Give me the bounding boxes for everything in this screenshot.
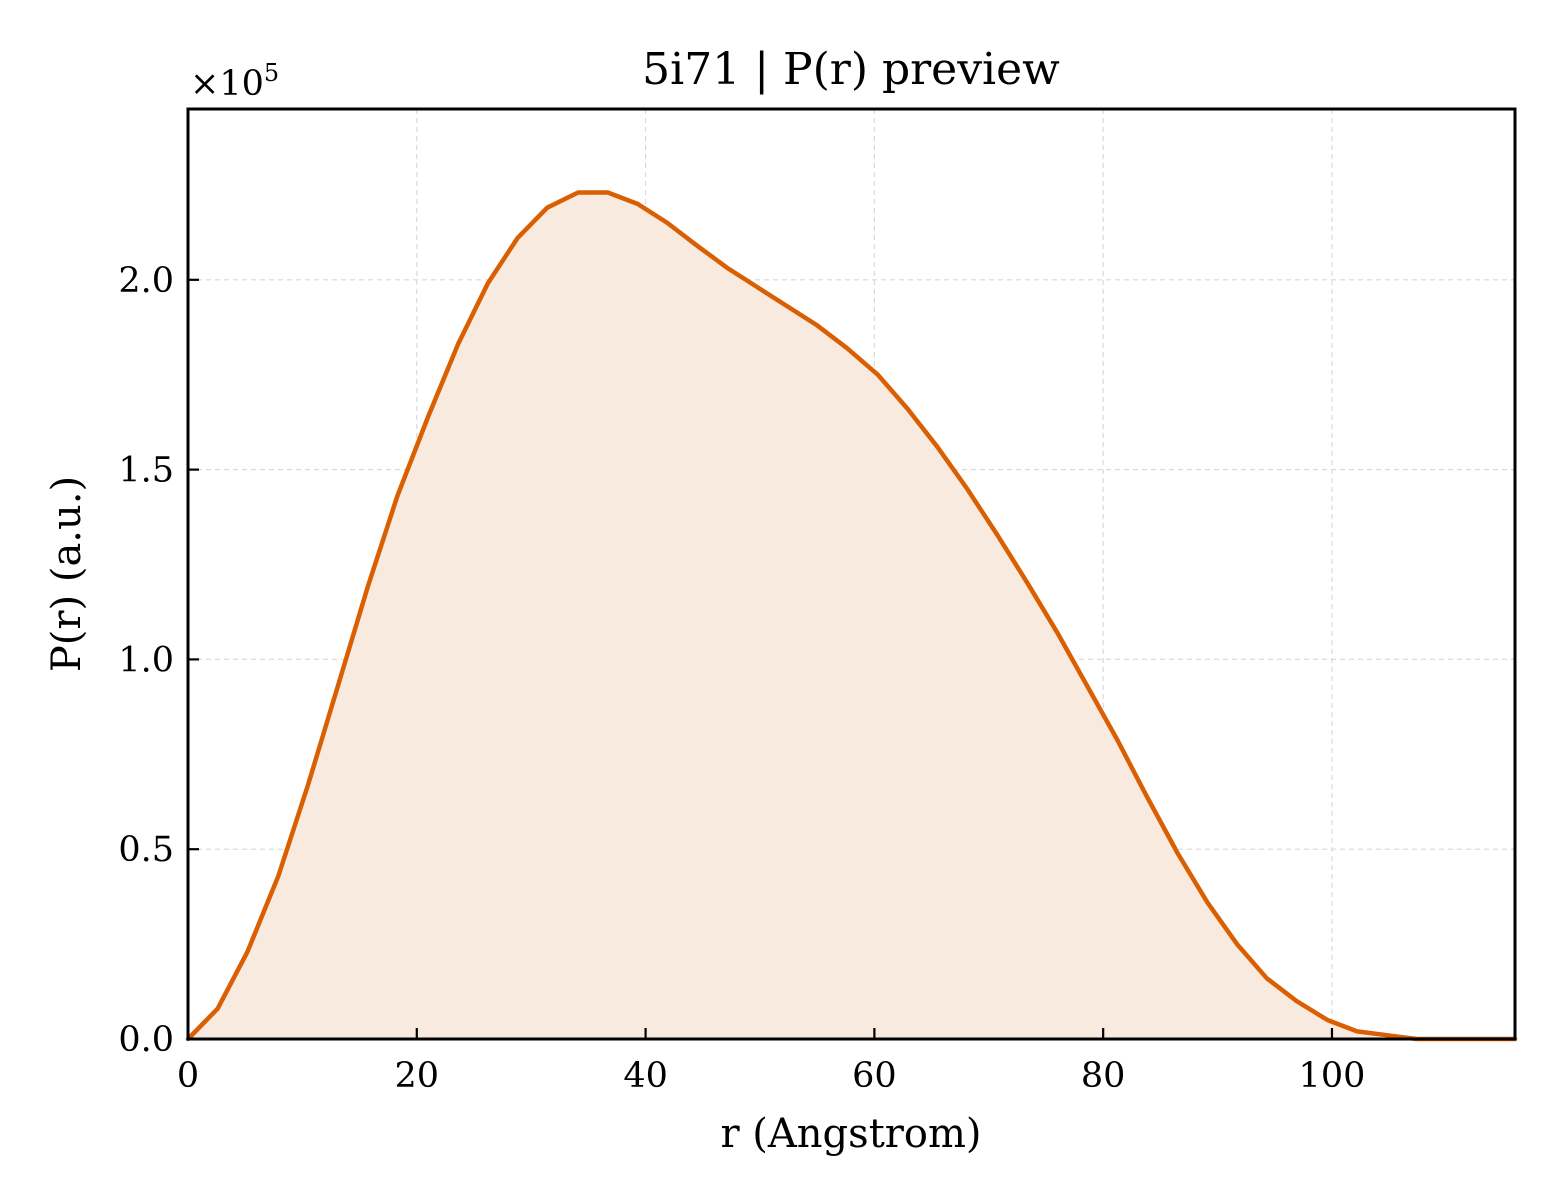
x-tick-label: 100	[1299, 1056, 1366, 1096]
y-tick-label: 1.5	[118, 451, 174, 491]
y-tick-label: 2.0	[118, 261, 174, 301]
x-tick-labels: 0 20 40 60 80 100	[177, 1056, 1366, 1096]
x-tick-label: 20	[395, 1056, 440, 1096]
x-tick-label: 0	[177, 1056, 199, 1096]
plot-frame	[186, 107, 1517, 1041]
x-tick-label: 60	[852, 1056, 897, 1096]
y-axis-label: P(r) (a.u.)	[44, 476, 90, 672]
y-offset-label: ×105	[190, 59, 279, 104]
y-tick-label: 1.0	[118, 640, 174, 680]
y-tick-label: 0.5	[118, 830, 174, 870]
x-axis-label: r (Angstrom)	[720, 1111, 981, 1157]
pr-area-fill	[188, 192, 1515, 1039]
x-tick-label: 80	[1081, 1056, 1126, 1096]
chart-title: 5i71 | P(r) preview	[642, 44, 1060, 95]
y-tick-label: 0.0	[118, 1020, 174, 1060]
y-tick-labels: 0.0 0.5 1.0 1.5 2.0	[118, 261, 174, 1060]
x-tick-label: 40	[623, 1056, 668, 1096]
pr-curve	[185, 190, 1518, 1042]
